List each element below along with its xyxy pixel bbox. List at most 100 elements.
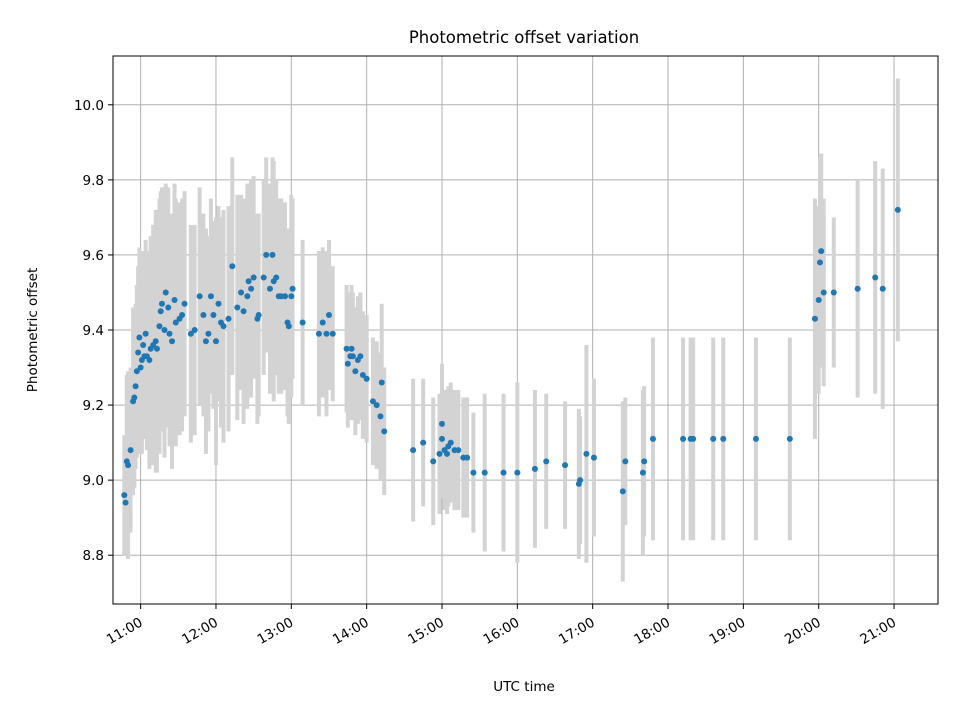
data-point (196, 293, 203, 300)
data-point (125, 462, 132, 469)
x-tick-label: 14:00 (330, 615, 372, 648)
data-point (200, 311, 207, 318)
data-point (348, 345, 355, 352)
y-axis-ticks: 8.8 9.0 9.2 9.4 9.6 9.8 10.0 (74, 98, 113, 564)
data-point (260, 274, 267, 281)
data-point (444, 450, 451, 457)
data-point (158, 300, 165, 307)
x-tick-label: 18:00 (631, 615, 673, 648)
data-point (455, 447, 462, 454)
data-point (273, 274, 280, 281)
data-point (266, 285, 273, 292)
y-tick-label: 10.0 (74, 98, 104, 114)
y-axis-label: Photometric offset (25, 268, 41, 392)
data-point (357, 353, 364, 360)
data-point (140, 342, 147, 349)
data-point (514, 469, 521, 476)
data-point (894, 206, 901, 213)
data-point (816, 259, 823, 266)
data-point (122, 499, 129, 506)
data-point (215, 300, 222, 307)
y-tick-label: 9.8 (83, 173, 104, 189)
data-point (590, 454, 597, 461)
data-point (710, 435, 717, 442)
data-point (162, 289, 169, 296)
data-point (146, 357, 153, 364)
data-point (811, 315, 818, 322)
data-point (639, 469, 646, 476)
data-point (172, 319, 179, 326)
data-point (288, 293, 295, 300)
data-point (438, 435, 445, 442)
data-point (132, 383, 139, 390)
data-point (234, 304, 241, 311)
data-point (464, 454, 471, 461)
data-point (720, 435, 727, 442)
data-point (680, 435, 687, 442)
data-point (289, 285, 296, 292)
data-point (255, 311, 262, 318)
data-point (171, 296, 178, 303)
data-point (315, 330, 322, 337)
data-point (343, 345, 350, 352)
data-point (181, 300, 188, 307)
data-point (879, 285, 886, 292)
data-point (481, 469, 488, 476)
data-point (191, 327, 198, 333)
data-point (240, 308, 247, 315)
data-point (363, 375, 370, 382)
data-point (378, 379, 385, 386)
y-tick-label: 9.4 (83, 323, 104, 339)
x-tick-label: 17:00 (556, 615, 598, 648)
data-point (818, 248, 825, 255)
chart-title: Photometric offset variation (409, 28, 639, 47)
data-point (121, 492, 128, 499)
data-point (156, 323, 163, 330)
data-point (205, 330, 212, 337)
data-point (690, 435, 697, 442)
data-point (299, 319, 306, 326)
data-point (169, 338, 176, 345)
data-point (352, 368, 359, 375)
data-point (500, 469, 507, 476)
y-tick-label: 9.0 (83, 473, 104, 489)
data-point (430, 458, 437, 465)
data-point (319, 319, 326, 326)
data-point (153, 345, 160, 352)
data-point (210, 311, 217, 318)
data-point (250, 274, 257, 281)
y-tick-label: 8.8 (83, 548, 104, 564)
data-point (131, 394, 138, 401)
data-point (577, 477, 584, 484)
data-point (161, 327, 168, 333)
data-point (325, 311, 332, 318)
data-point (381, 428, 388, 435)
x-tick-label: 21:00 (857, 615, 899, 648)
data-point (622, 458, 629, 465)
data-point (641, 458, 648, 465)
data-point (238, 289, 245, 296)
data-point (212, 338, 219, 345)
data-point (470, 469, 477, 476)
gridlines (113, 56, 938, 604)
data-point (263, 251, 270, 258)
data-point (562, 462, 569, 469)
data-point (133, 368, 140, 375)
data-point (872, 274, 879, 281)
data-point (815, 296, 822, 303)
data-point (447, 439, 454, 446)
data-point (329, 330, 336, 337)
data-point (248, 285, 255, 292)
data-point (220, 323, 227, 330)
data-points (121, 206, 901, 506)
data-point (244, 293, 251, 300)
data-point (166, 330, 173, 337)
data-point (136, 334, 143, 341)
data-point (420, 439, 427, 446)
data-point (225, 315, 232, 322)
data-point (165, 304, 172, 311)
data-point (752, 435, 759, 442)
data-point (820, 289, 827, 296)
data-point (830, 289, 837, 296)
